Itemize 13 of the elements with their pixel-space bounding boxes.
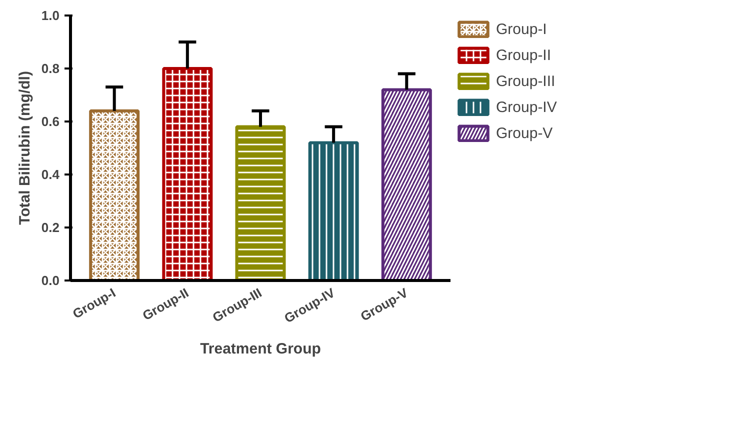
legend-label: Group-IV	[496, 98, 557, 116]
y-tick-label: 0.2	[41, 220, 60, 235]
y-axis-title: Total Bilirubin (mg/dl)	[16, 71, 34, 225]
y-tick-label: 0.8	[41, 61, 60, 76]
y-tick-label: 1.0	[41, 8, 60, 23]
legend-label: Group-I	[496, 20, 547, 38]
y-tick-label: 0.4	[41, 167, 60, 182]
y-tick-label: 0.6	[41, 114, 60, 129]
legend-label: Group-II	[496, 46, 552, 64]
legend-label: Group-III	[496, 72, 556, 90]
x-axis-title: Treatment Group	[200, 340, 321, 358]
y-tick-label: 0.0	[41, 273, 60, 288]
legend-label: Group-V	[496, 124, 553, 142]
